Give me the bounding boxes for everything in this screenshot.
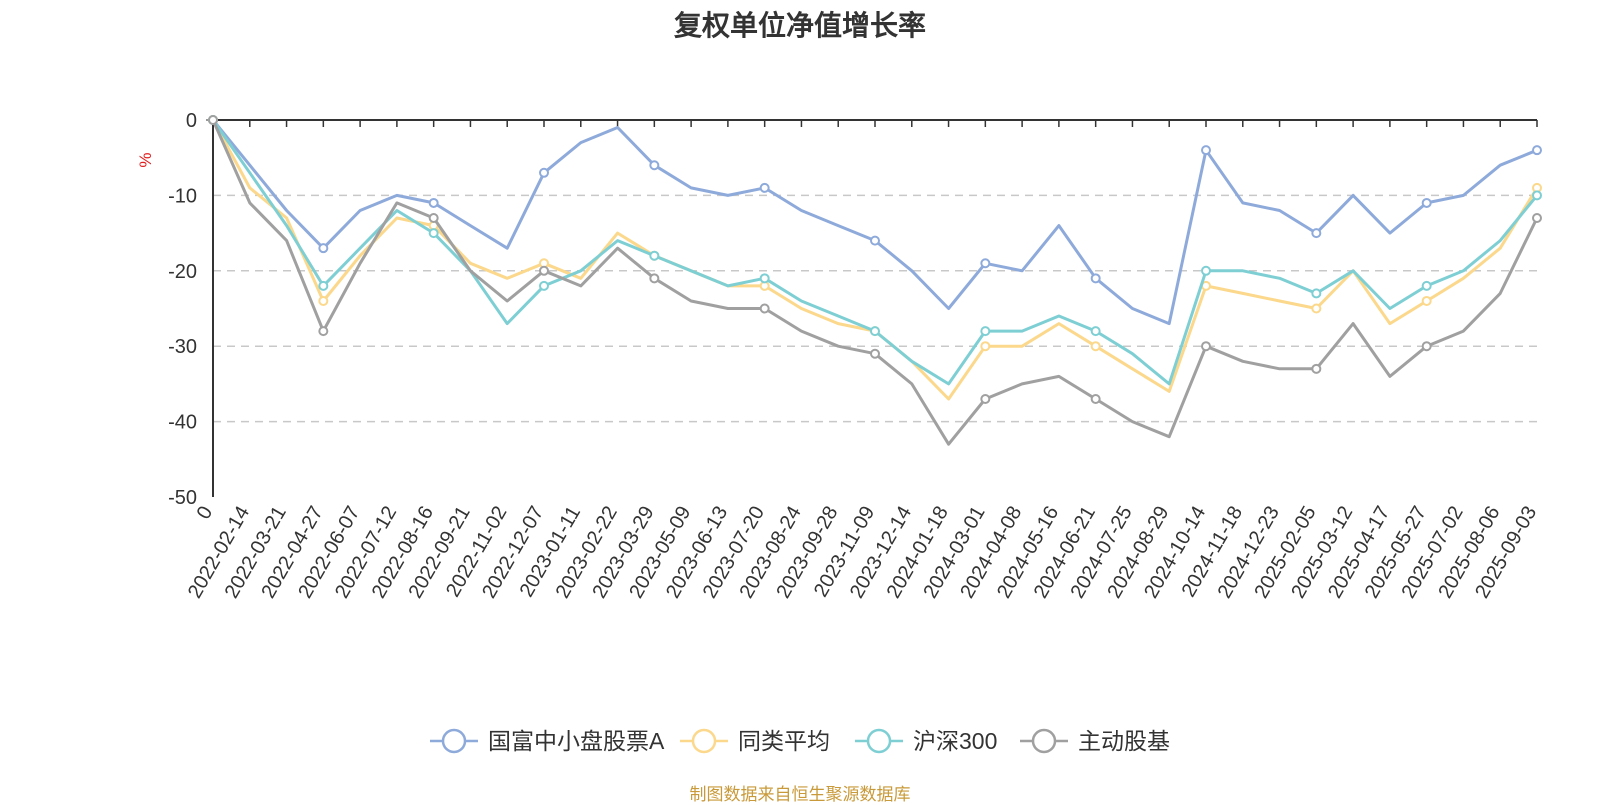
data-point: [980, 258, 991, 269]
legend-label: 国富中小盘股票A: [488, 728, 665, 754]
series-line: [211, 119, 1539, 446]
data-point: [1421, 295, 1432, 306]
grid-lines: [213, 194, 1537, 423]
data-point: [759, 273, 770, 284]
data-point: [759, 303, 770, 314]
x-tick-label: 0: [193, 503, 218, 524]
data-point: [649, 160, 660, 171]
data-point: [759, 182, 770, 193]
y-tick-label: -10: [168, 185, 197, 207]
data-point: [1532, 145, 1542, 156]
data-point: [1201, 265, 1211, 276]
data-point: [1421, 341, 1432, 352]
data-point: [318, 295, 329, 306]
data-point: [539, 167, 549, 178]
data-point: [1421, 197, 1432, 208]
data-point: [870, 235, 880, 246]
y-tick-label: -50: [168, 487, 197, 509]
data-point: [539, 280, 549, 291]
legend: 国富中小盘股票A 同类平均 沪深300 主动股基: [430, 728, 1170, 754]
data-point: [318, 326, 329, 337]
data-point: [1090, 393, 1101, 404]
data-point: [1201, 341, 1211, 352]
legend-swatch-marker: [1031, 728, 1057, 754]
data-point: [208, 115, 218, 125]
legend-label: 沪深300: [913, 728, 997, 754]
data-point: [1421, 280, 1432, 291]
data-point: [870, 326, 880, 337]
axes: 0-10-20-30-40-5002022-02-142022-03-21202…: [168, 110, 1541, 602]
data-point: [428, 228, 439, 239]
data-point: [649, 273, 660, 284]
data-point: [1532, 190, 1542, 201]
data-point: [1532, 213, 1542, 224]
legend-swatch-marker: [441, 728, 467, 754]
legend-swatch-marker: [691, 728, 717, 754]
legend-swatch-marker: [866, 728, 892, 754]
series-line: [211, 119, 1539, 386]
data-point: [1201, 145, 1211, 156]
data-point: [870, 348, 880, 359]
data-point: [1311, 303, 1322, 314]
source-note: 制图数据来自恒生聚源数据库: [689, 785, 911, 804]
data-point: [980, 393, 991, 404]
y-tick-label: 0: [186, 110, 197, 132]
data-point: [1311, 228, 1322, 239]
chart-title: 复权单位净值增长率: [673, 10, 926, 41]
y-axis-label: %: [136, 152, 155, 167]
legend-label: 同类平均: [738, 728, 830, 754]
data-point: [980, 341, 991, 352]
data-point: [318, 280, 329, 291]
data-point: [539, 265, 549, 276]
data-point: [428, 213, 439, 224]
data-point: [1090, 326, 1101, 337]
series-lines: [208, 115, 1542, 446]
data-point: [1311, 363, 1322, 374]
y-tick-label: -40: [168, 412, 197, 434]
data-point: [980, 326, 991, 337]
legend-label: 主动股基: [1078, 728, 1170, 754]
data-point: [1311, 288, 1322, 299]
data-point: [1090, 341, 1101, 352]
y-tick-label: -30: [168, 336, 197, 358]
data-point: [1090, 273, 1101, 284]
data-point: [649, 250, 660, 261]
data-point: [428, 197, 439, 208]
data-point: [318, 243, 329, 254]
y-tick-label: -20: [168, 261, 197, 283]
